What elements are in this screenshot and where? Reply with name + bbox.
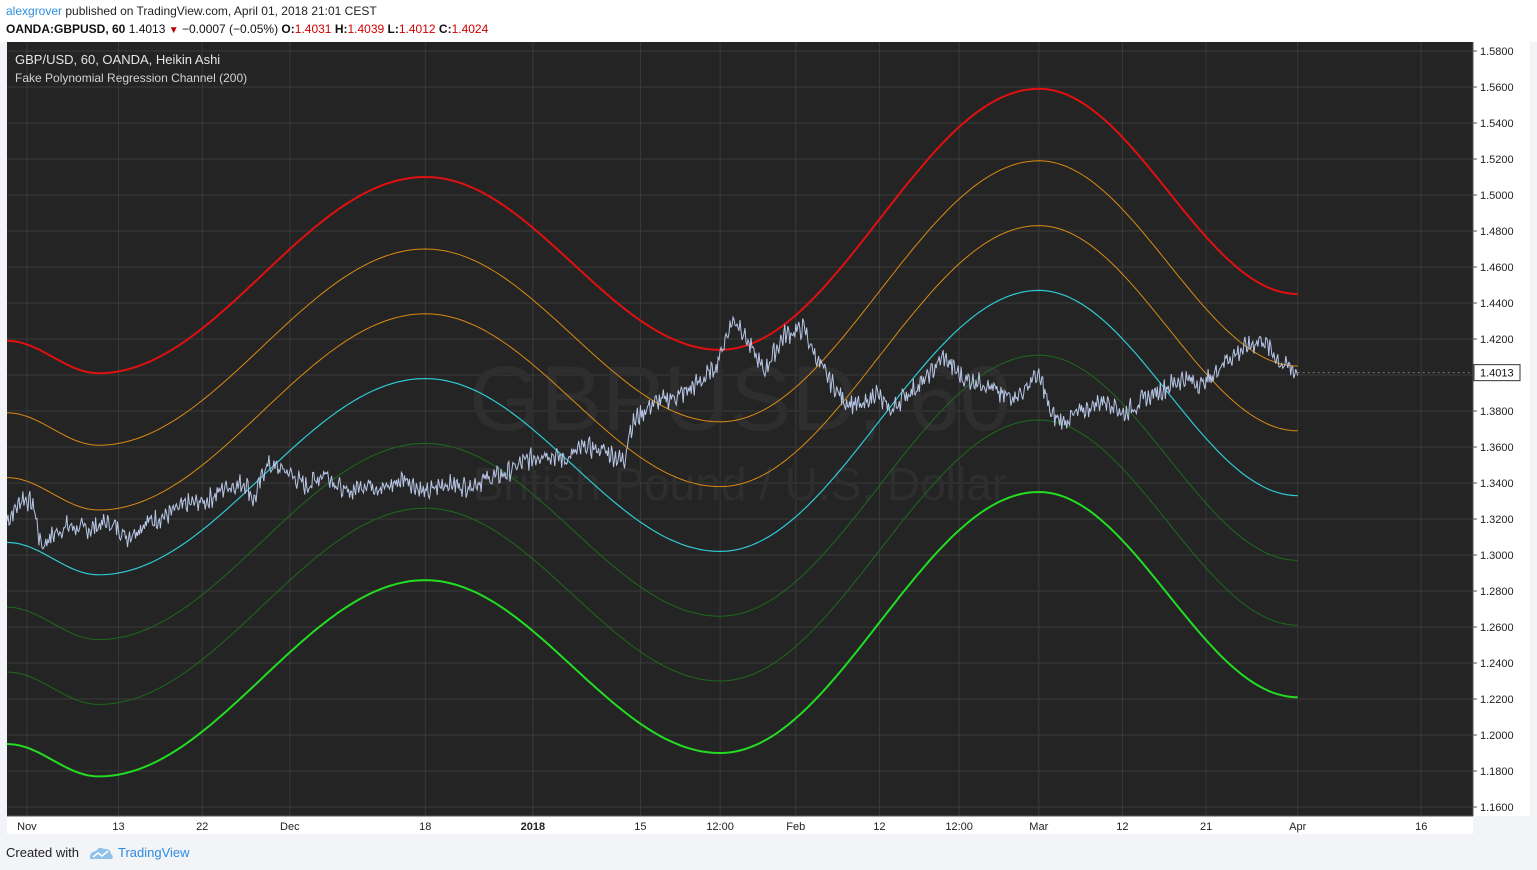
channel-line-upper-1 (6, 225, 1298, 511)
price-tick-label: 1.3400 (1480, 478, 1514, 490)
publish-line: alexgrover published on TradingView.com,… (6, 4, 377, 18)
price-tick-label: 1.5400 (1480, 118, 1514, 130)
close-value: 1.4024 (451, 22, 489, 36)
price-tick-label: 1.4600 (1480, 262, 1514, 274)
close-label: C: (438, 22, 452, 36)
price-tick-label: 1.3000 (1480, 550, 1514, 562)
price-line (6, 315, 1299, 550)
symbol-label: OANDA:GBPUSD, 60 (6, 22, 126, 36)
time-tick-label: Nov (17, 821, 37, 833)
price-tick-label: 1.2400 (1480, 658, 1514, 670)
price-tick-label: 1.4800 (1480, 226, 1514, 238)
watermark: GBPUSD, 60 British Pound / U.S. Dollar (469, 348, 1011, 510)
last-price-box (1473, 364, 1521, 382)
last-price: 1.4013 (128, 22, 166, 36)
price-tick-label: 1.5000 (1480, 190, 1514, 202)
time-tick-label: 12 (1116, 821, 1128, 833)
published-text: published on TradingView.com, April 01, … (65, 4, 377, 18)
price-tick-label: 1.5200 (1480, 154, 1514, 166)
time-tick-label: Mar (1029, 821, 1048, 833)
time-tick-label: 2018 (521, 821, 545, 833)
channel-line-lower-2 (6, 419, 1298, 705)
quote-line: OANDA:GBPUSD, 60 1.4013 ▼ −0.0007 (−0.05… (6, 22, 488, 36)
regression-channel (6, 87, 1298, 778)
change-value: −0.0007 (−0.05%) (182, 22, 279, 36)
channel-line-upper-2 (6, 160, 1298, 446)
tradingview-cloud-icon (89, 847, 113, 859)
chart-area[interactable]: GBPUSD, 60 British Pound / U.S. Dollar G… (0, 42, 1537, 838)
series-title: GBP/USD, 60, OANDA, Heikin Ashi (15, 52, 220, 67)
last-price-label: 1.4013 (1297, 364, 1521, 382)
price-tick-label: 1.2800 (1480, 586, 1514, 598)
time-tick-label: 12:00 (945, 821, 973, 833)
time-tick-label: 21 (1200, 821, 1212, 833)
price-tick-label: 1.2000 (1480, 730, 1514, 742)
time-tick-label: Dec (280, 821, 300, 833)
price-tick-label: 1.3200 (1480, 514, 1514, 526)
time-tick-label: Feb (786, 821, 805, 833)
time-tick-label: 12:00 (706, 821, 734, 833)
created-with-text: Created with (6, 845, 79, 860)
high-value: 1.4039 (347, 22, 385, 36)
publish-header: alexgrover published on TradingView.com,… (0, 0, 1537, 42)
grid (7, 42, 1473, 816)
price-tick-label: 1.2600 (1480, 622, 1514, 634)
price-tick-label: 1.3600 (1480, 442, 1514, 454)
price-tick-label: 1.5600 (1480, 82, 1514, 94)
price-tick-label: 1.4400 (1480, 298, 1514, 310)
author-link[interactable]: alexgrover (6, 4, 63, 18)
price-series (6, 315, 1299, 550)
tradingview-link[interactable]: TradingView (118, 845, 190, 860)
open-label: O: (281, 22, 295, 36)
time-tick-label: 12 (873, 821, 885, 833)
time-tick-label: Apr (1289, 821, 1306, 833)
price-tick-label: 1.4200 (1480, 334, 1514, 346)
last-price-value: 1.4013 (1480, 368, 1514, 380)
down-arrow-icon: ▼ (168, 25, 179, 36)
time-tick-label: 15 (634, 821, 646, 833)
time-tick-label: 22 (196, 821, 208, 833)
channel-line-upper-3 (6, 87, 1298, 375)
time-tick-label: 16 (1415, 821, 1427, 833)
channel-line-basis (6, 289, 1298, 576)
price-axis[interactable] (1473, 42, 1530, 816)
watermark-symbol: GBPUSD, 60 (469, 348, 1011, 450)
high-label: H: (334, 22, 348, 36)
price-tick-label: 1.5800 (1480, 46, 1514, 58)
price-tick-label: 1.1800 (1480, 766, 1514, 778)
low-value: 1.4012 (398, 22, 436, 36)
time-tick-label: 18 (419, 821, 431, 833)
time-axis-labels: Nov 13 22 Dec 18 2018 15 12:00 Feb 12 12:00 Mar 12 21… (17, 821, 1427, 833)
time-axis[interactable] (7, 816, 1473, 834)
time-tick-label: 13 (112, 821, 124, 833)
low-label: L: (387, 22, 399, 36)
channel-line-lower-1 (6, 354, 1298, 641)
price-tick-label: 1.2200 (1480, 694, 1514, 706)
channel-line-lower-3 (6, 490, 1298, 778)
footer: Created with TradingView (0, 838, 1537, 870)
price-tick-label: 1.1600 (1480, 802, 1514, 814)
indicator-title: Fake Polynomial Regression Channel (200) (15, 71, 247, 85)
price-tick-label: 1.3800 (1480, 406, 1514, 418)
open-value: 1.4031 (294, 22, 332, 36)
